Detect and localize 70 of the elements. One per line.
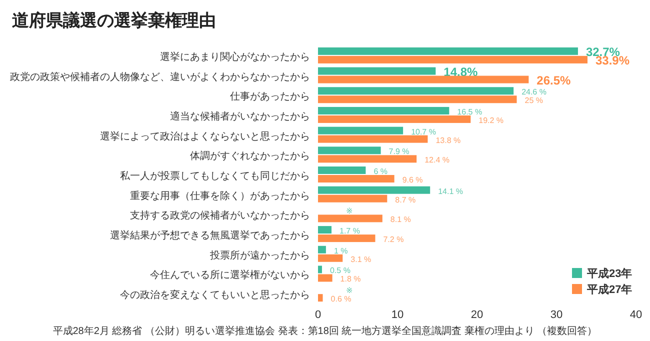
- bar: [318, 266, 322, 274]
- bar: [318, 106, 450, 114]
- data-label: 13.8 %: [436, 136, 461, 145]
- data-label: 3.1 %: [350, 254, 372, 264]
- text: 平成28年2月 総務省 （公財）明るい選挙推進協会 発表：第18回 統一地方選挙全国意識調査 棄権の理由より （複数回答）: [52, 325, 598, 337]
- bar: [318, 294, 323, 302]
- data-label: 10.7 %: [411, 127, 436, 136]
- bar: [318, 214, 382, 222]
- x-tick-label: 10: [391, 309, 404, 321]
- data-label: 1.8 %: [340, 274, 361, 284]
- bar: [318, 274, 332, 282]
- bar: [318, 115, 471, 123]
- data-label: 25 %: [524, 96, 543, 106]
- x-tick-label: 40: [630, 309, 642, 321]
- bar: [318, 76, 529, 84]
- x-tick-label: 20: [470, 309, 484, 321]
- y-tick-label: 体調がすぐれなかったから: [190, 150, 310, 162]
- y-tick-label: 政党の政策や候補者の人物像など、違いがよくわからなかったから: [10, 70, 310, 83]
- y-tick-label: 仕事があったから: [230, 90, 310, 103]
- data-label: 0.5 %: [330, 266, 350, 276]
- data-label: 7.2 %: [383, 235, 404, 244]
- text: 道府県議選の選挙棄権理由: [12, 11, 216, 30]
- y-tick-label: 重要な用事（仕事を除く）があったから: [130, 190, 310, 202]
- bar: [318, 47, 578, 55]
- bar: [318, 146, 381, 154]
- bar: [318, 166, 366, 174]
- y-tick-label: 投票所が遠かったから: [209, 249, 310, 262]
- data-label: 12.4 %: [424, 156, 450, 165]
- data-label: 14.1 %: [438, 186, 463, 196]
- y-tick-label: 選挙にあまり関心がなかったから: [160, 50, 310, 63]
- bar: [318, 234, 376, 242]
- bar: [318, 155, 417, 163]
- data-label: 8.7 %: [395, 195, 416, 204]
- bar: [318, 226, 332, 234]
- data-label: 6 %: [374, 167, 388, 176]
- data-label: 8.1 %: [390, 215, 411, 224]
- y-tick-label: 今住んでいる所に選挙権がないから: [150, 269, 310, 282]
- data-label: 7.9 %: [388, 147, 410, 156]
- y-tick-label: 適当な候補者がいなかったから: [170, 110, 310, 122]
- bar: [318, 135, 428, 143]
- data-label: 0.6 %: [330, 294, 352, 304]
- data-label: 19.2 %: [478, 116, 504, 125]
- text: ※: [346, 286, 353, 296]
- bar: [318, 194, 388, 202]
- bar: [318, 254, 343, 262]
- data-label: 1.7 %: [340, 226, 360, 236]
- bar: [318, 175, 394, 182]
- data-label: 24.6 %: [522, 88, 546, 97]
- bar: [318, 56, 588, 64]
- y-tick-label: 支持する政党の候補者がいなかったから: [130, 210, 310, 222]
- data-label: 1 %: [334, 246, 348, 256]
- y-tick-label: 今の政治を変えなくてもいいと思ったから: [120, 289, 310, 302]
- bar: [318, 186, 430, 194]
- text: ※: [346, 206, 353, 216]
- legend-label: 平成27年: [586, 283, 632, 296]
- x-tick-label: 0: [314, 309, 322, 321]
- y-tick-label: 選挙によって政治はよくならないと思ったから: [100, 130, 310, 142]
- bar: [318, 126, 404, 134]
- bar: [318, 87, 514, 95]
- bar: [318, 246, 326, 254]
- data-label: 14.8%: [444, 64, 478, 79]
- data-label: 9.6 %: [402, 176, 423, 184]
- data-label: 16.5 %: [457, 107, 482, 116]
- y-tick-label: 私一人が投票してもしなくても同じだから: [120, 170, 310, 182]
- legend-label: 平成23年: [586, 267, 632, 280]
- bar: [318, 96, 517, 104]
- y-tick-label: 選挙結果が予想できる無風選挙であったから: [110, 230, 310, 242]
- bar: [318, 67, 436, 75]
- x-tick-label: 30: [550, 309, 563, 321]
- data-label: 26.5%: [536, 73, 572, 88]
